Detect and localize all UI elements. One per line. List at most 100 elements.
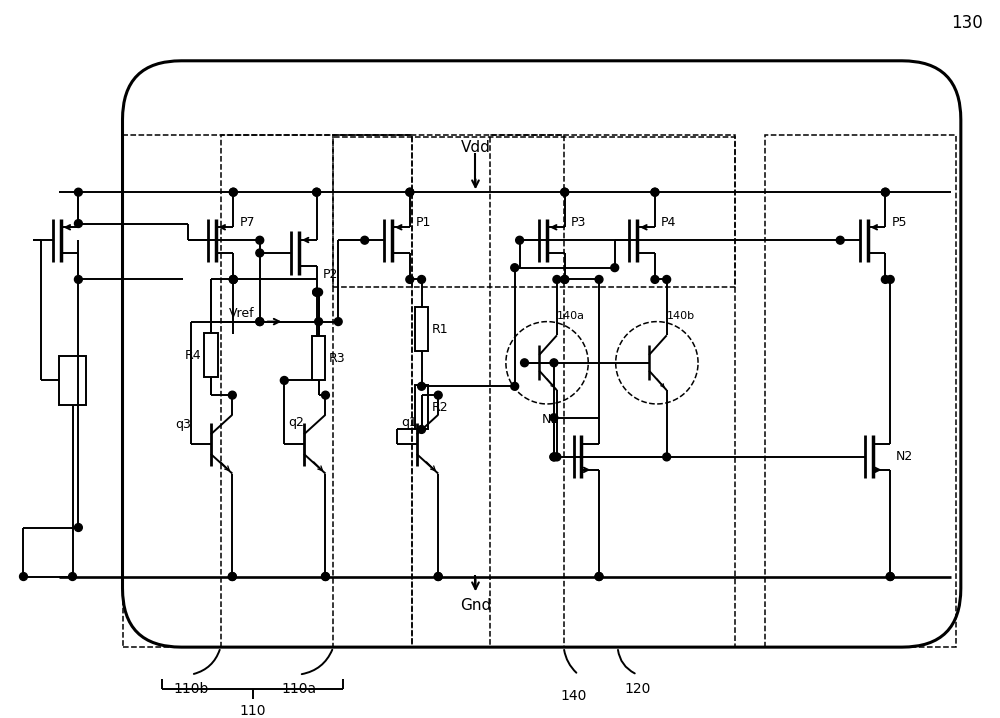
Circle shape (881, 276, 889, 284)
Text: q3: q3 (175, 418, 191, 431)
Bar (221, 135, 412, 647)
Circle shape (418, 276, 425, 284)
Circle shape (663, 453, 671, 461)
Circle shape (881, 188, 889, 196)
Circle shape (228, 573, 236, 580)
Text: 130: 130 (951, 14, 983, 32)
Circle shape (322, 573, 329, 580)
Circle shape (256, 249, 264, 257)
Text: R4: R4 (184, 350, 201, 363)
Text: 110: 110 (240, 704, 266, 718)
Circle shape (561, 188, 569, 196)
Circle shape (521, 359, 528, 367)
Circle shape (69, 573, 76, 580)
Circle shape (561, 276, 569, 284)
Text: N2: N2 (895, 450, 913, 463)
Circle shape (229, 188, 237, 196)
Circle shape (313, 288, 321, 296)
Text: Vdd: Vdd (461, 139, 490, 154)
Circle shape (886, 573, 894, 580)
Circle shape (322, 573, 329, 580)
Circle shape (228, 391, 236, 399)
Text: R1: R1 (431, 323, 448, 336)
Text: P2: P2 (323, 268, 338, 281)
Circle shape (663, 276, 671, 284)
Circle shape (74, 220, 82, 228)
Circle shape (561, 188, 569, 196)
Circle shape (511, 383, 519, 391)
Circle shape (434, 573, 442, 580)
Circle shape (553, 276, 561, 284)
Circle shape (434, 391, 442, 399)
Bar (123, 135, 412, 647)
Circle shape (550, 453, 558, 461)
Circle shape (418, 426, 425, 434)
Circle shape (256, 317, 264, 325)
Circle shape (651, 188, 659, 196)
Circle shape (322, 391, 329, 399)
Bar (765, 135, 956, 647)
Circle shape (313, 288, 321, 296)
Circle shape (315, 317, 323, 325)
Circle shape (406, 276, 414, 284)
Bar (415, 307, 428, 351)
Circle shape (280, 376, 288, 384)
Text: Gnd: Gnd (460, 598, 491, 613)
Circle shape (595, 573, 603, 580)
Circle shape (315, 288, 323, 296)
Text: P1: P1 (416, 216, 431, 229)
Circle shape (550, 453, 558, 461)
Circle shape (229, 276, 237, 284)
Text: Vref: Vref (229, 307, 255, 320)
Circle shape (334, 317, 342, 325)
Circle shape (595, 573, 603, 580)
Text: R3: R3 (328, 353, 345, 365)
Text: 140a: 140a (557, 311, 585, 321)
Bar (415, 386, 428, 429)
Text: 120: 120 (624, 682, 650, 696)
Circle shape (313, 188, 321, 196)
Circle shape (74, 276, 82, 284)
Circle shape (229, 276, 237, 284)
Circle shape (511, 264, 519, 271)
Text: 140b: 140b (667, 311, 695, 321)
Text: q1: q1 (401, 416, 417, 429)
Bar (204, 333, 218, 378)
Circle shape (229, 188, 237, 196)
Circle shape (228, 573, 236, 580)
Circle shape (418, 383, 425, 391)
Circle shape (836, 236, 844, 244)
Circle shape (406, 188, 414, 196)
Bar (333, 137, 735, 287)
Text: N1: N1 (541, 413, 559, 426)
Text: 140: 140 (560, 689, 587, 704)
Bar (490, 135, 735, 647)
Circle shape (361, 236, 369, 244)
Text: P5: P5 (891, 216, 907, 229)
Text: P3: P3 (571, 216, 586, 229)
Circle shape (651, 276, 659, 284)
Circle shape (74, 523, 82, 531)
Circle shape (553, 453, 561, 461)
Circle shape (550, 359, 558, 367)
Circle shape (886, 276, 894, 284)
Circle shape (406, 188, 414, 196)
Circle shape (886, 573, 894, 580)
Circle shape (595, 276, 603, 284)
Circle shape (313, 188, 321, 196)
Circle shape (434, 573, 442, 580)
Circle shape (256, 317, 264, 325)
Text: q2: q2 (288, 416, 304, 429)
Bar (59, 356, 86, 405)
Circle shape (561, 276, 569, 284)
Circle shape (516, 236, 524, 244)
Circle shape (881, 188, 889, 196)
Bar (333, 135, 564, 647)
Circle shape (20, 573, 27, 580)
Circle shape (651, 188, 659, 196)
Bar (312, 336, 325, 381)
Circle shape (550, 414, 558, 421)
Text: 110a: 110a (281, 682, 317, 696)
Text: P4: P4 (661, 216, 676, 229)
Text: P7: P7 (239, 216, 255, 229)
